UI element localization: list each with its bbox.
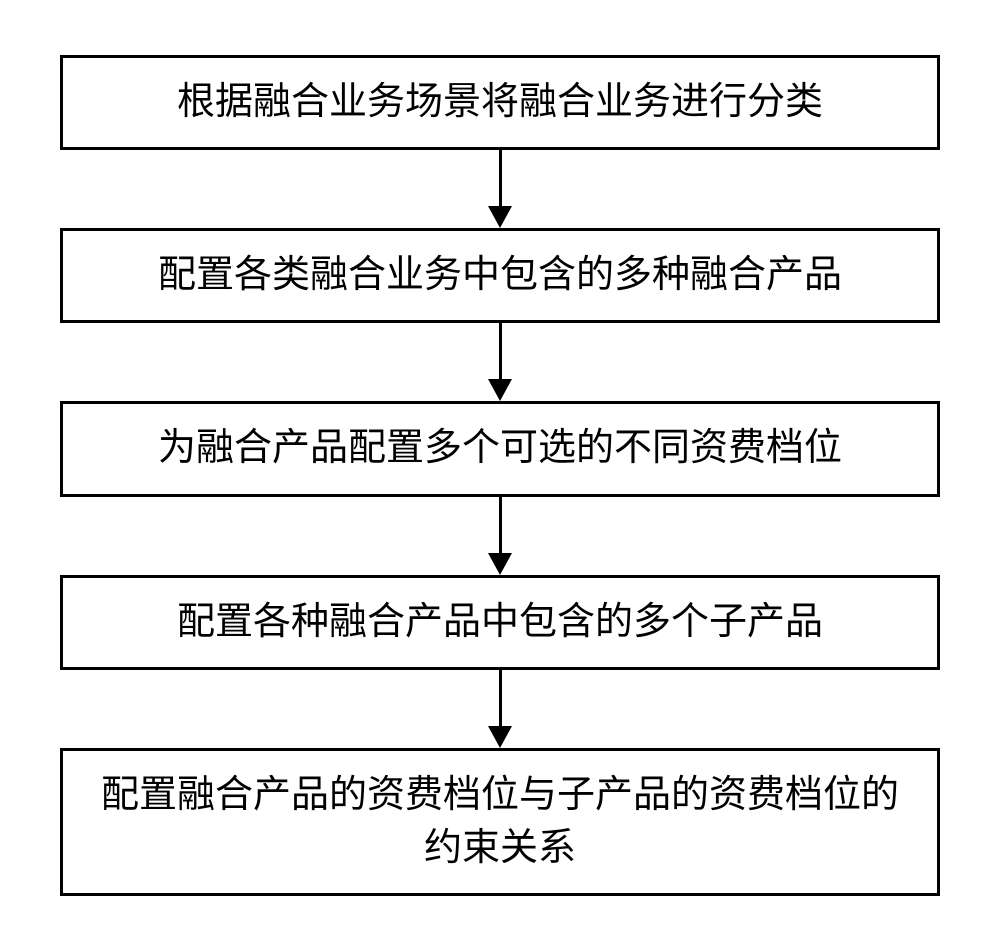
flowchart-step-1: 根据融合业务场景将融合业务进行分类	[60, 55, 940, 150]
arrow-line	[499, 670, 502, 726]
arrow-line	[499, 323, 502, 379]
flowchart-container: 根据融合业务场景将融合业务进行分类 配置各类融合业务中包含的多种融合产品 为融合…	[60, 55, 940, 896]
arrow-line	[499, 150, 502, 206]
flowchart-step-5-label: 配置融合产品的资费档位与子产品的资费档位的约束关系	[83, 769, 917, 875]
arrow-head-icon	[488, 726, 512, 748]
flowchart-step-3-label: 为融合产品配置多个可选的不同资费档位	[158, 422, 842, 475]
arrow-1	[488, 150, 512, 228]
flowchart-step-1-label: 根据融合业务场景将融合业务进行分类	[177, 76, 823, 129]
arrow-2	[488, 323, 512, 401]
flowchart-step-3: 为融合产品配置多个可选的不同资费档位	[60, 401, 940, 496]
flowchart-step-4-label: 配置各种融合产品中包含的多个子产品	[177, 596, 823, 649]
arrow-head-icon	[488, 206, 512, 228]
flowchart-step-5: 配置融合产品的资费档位与子产品的资费档位的约束关系	[60, 748, 940, 896]
arrow-4	[488, 670, 512, 748]
flowchart-step-2: 配置各类融合业务中包含的多种融合产品	[60, 228, 940, 323]
arrow-head-icon	[488, 553, 512, 575]
arrow-3	[488, 497, 512, 575]
flowchart-step-4: 配置各种融合产品中包含的多个子产品	[60, 575, 940, 670]
arrow-line	[499, 497, 502, 553]
flowchart-step-2-label: 配置各类融合业务中包含的多种融合产品	[158, 249, 842, 302]
arrow-head-icon	[488, 379, 512, 401]
